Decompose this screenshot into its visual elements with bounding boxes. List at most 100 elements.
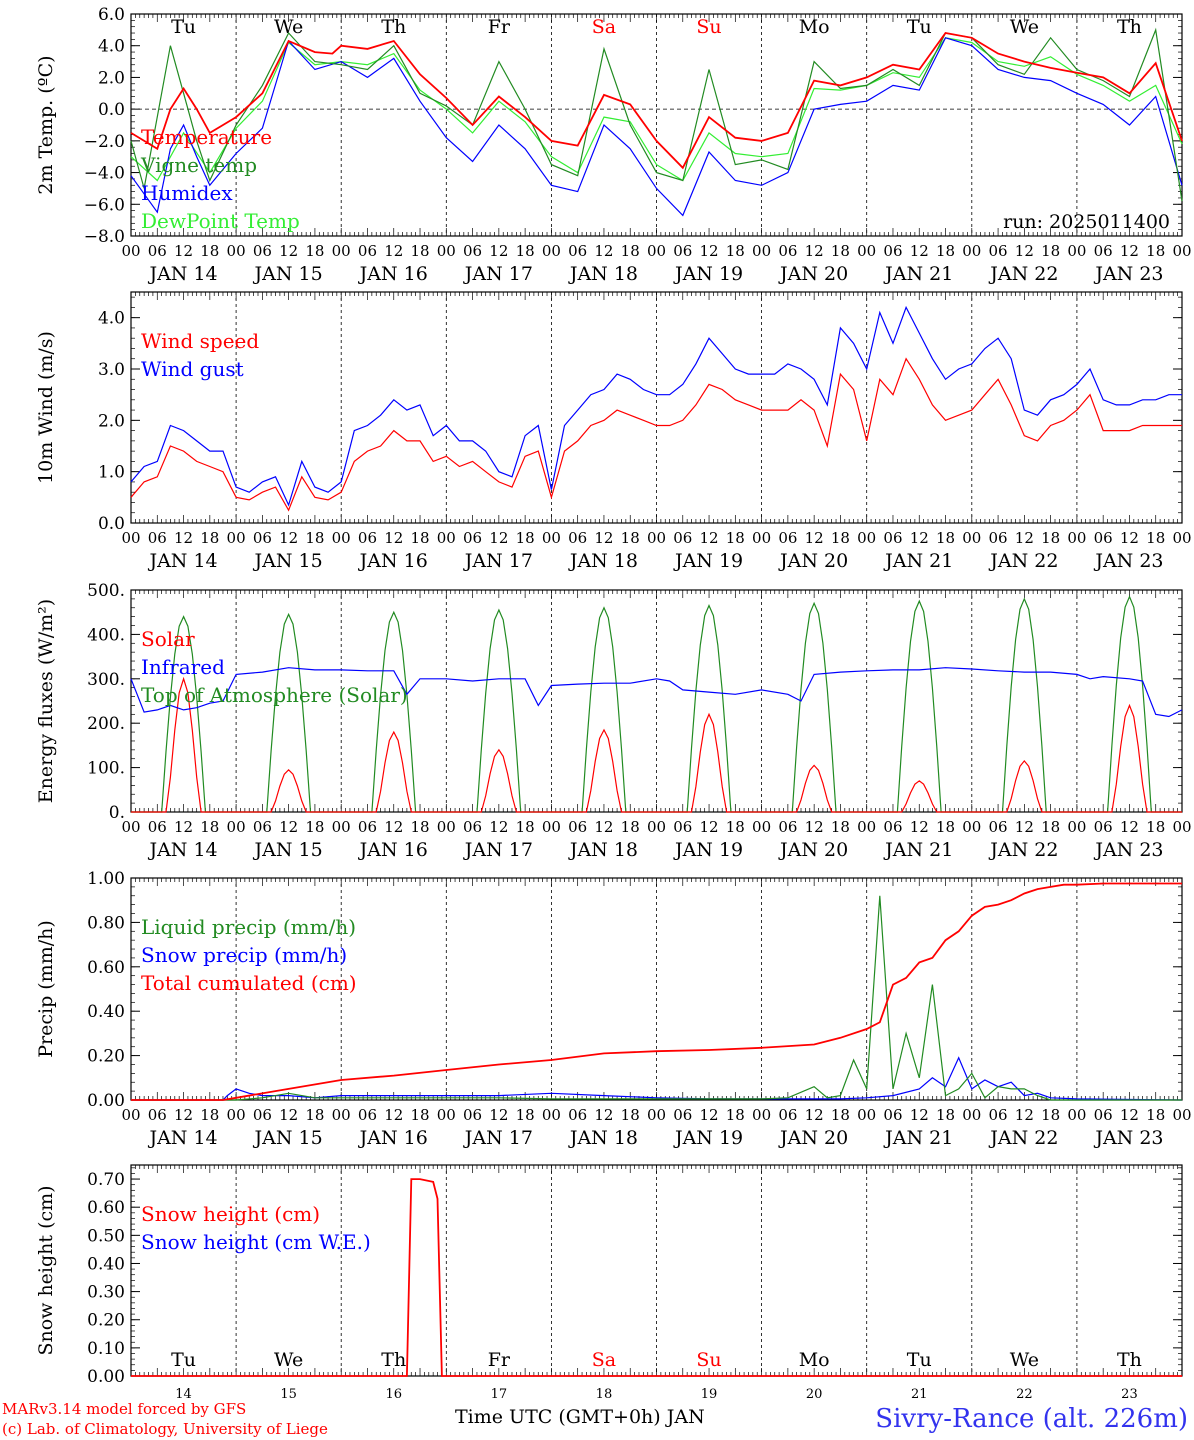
day-label: JAN 16: [358, 550, 428, 572]
day-label: JAN 19: [673, 550, 743, 572]
legend-entry: Wind gust: [141, 357, 244, 381]
y-tick-label: 0.60: [87, 958, 125, 978]
y-tick-label: 0.0: [98, 514, 125, 534]
hour-label: 00: [752, 1106, 771, 1124]
y-tick-label: 0.40: [87, 1002, 125, 1022]
hour-label: 00: [752, 529, 771, 547]
weekday-label: Tu: [171, 16, 196, 38]
day-label: JAN 15: [253, 839, 323, 861]
hour-label: 06: [568, 529, 587, 547]
legend-entry: Snow height (cm): [141, 1202, 320, 1226]
hour-label: 06: [1094, 818, 1113, 836]
hour-label: 00: [962, 818, 981, 836]
y-tick-label: 0.0: [98, 100, 125, 120]
y-tick-label: 4.0: [98, 309, 125, 329]
legend-entry: Top of Atmosphere (Solar): [141, 683, 408, 707]
panel-5: 0.70 0.60 0.50 0.40 0.30 0.20 0.10 0.00 Snow hei…: [35, 1164, 1183, 1402]
day-number: 14: [175, 1387, 192, 1402]
y-tick-label: 100.: [87, 759, 125, 779]
hour-label: 12: [174, 818, 193, 836]
hour-label: 18: [936, 1106, 955, 1124]
hour-label: 00: [437, 818, 456, 836]
y-tick-label: 0.00: [87, 1367, 125, 1387]
hour-label: 00: [121, 529, 140, 547]
hour-label: 00: [857, 529, 876, 547]
day-label: JAN 17: [463, 263, 533, 285]
legend-entry: Total cumulated (cm): [141, 971, 357, 995]
y-tick-label: −8.0: [84, 227, 125, 247]
hour-label: 00: [332, 818, 351, 836]
weekday-label: Th: [381, 1349, 406, 1371]
hour-label: 12: [1120, 529, 1139, 547]
hour-label: 00: [121, 1106, 140, 1124]
weekday-label: Th: [1117, 16, 1142, 38]
day-label: JAN 16: [358, 263, 428, 285]
weekday-label: Th: [381, 16, 406, 38]
hour-label: 12: [910, 242, 929, 260]
hour-label: 18: [1041, 818, 1060, 836]
hour-label: 12: [700, 818, 719, 836]
hour-label: 12: [384, 1106, 403, 1124]
weekday-label: We: [1010, 1349, 1039, 1371]
hour-label: 06: [358, 818, 377, 836]
weekday-label: Th: [1117, 1349, 1142, 1371]
hour-label: 18: [936, 242, 955, 260]
hour-label: 00: [542, 818, 561, 836]
hour-label: 18: [726, 1106, 745, 1124]
y-tick-label: 0.50: [87, 1226, 125, 1246]
hour-label: 06: [463, 529, 482, 547]
hour-label: 06: [989, 818, 1008, 836]
hour-label: 06: [568, 818, 587, 836]
hour-label: 12: [700, 529, 719, 547]
hour-label: 12: [805, 242, 824, 260]
day-label: JAN 23: [1093, 263, 1163, 285]
hour-label: 00: [542, 529, 561, 547]
y-tick-label: 0.40: [87, 1254, 125, 1274]
hour-label: 00: [227, 529, 246, 547]
day-label: JAN 21: [883, 839, 953, 861]
hour-label: 12: [279, 242, 298, 260]
hour-label: 12: [1015, 242, 1034, 260]
hour-label: 00: [227, 1106, 246, 1124]
hour-label: 18: [831, 818, 850, 836]
day-label: JAN 14: [147, 1127, 217, 1149]
hour-label: 12: [594, 1106, 613, 1124]
y-tick-label: 0.00: [87, 1091, 125, 1111]
hour-label: 00: [1172, 529, 1191, 547]
hour-label: 12: [910, 529, 929, 547]
run-annotation: run: 2025011400: [1003, 211, 1170, 233]
day-label: JAN 20: [778, 839, 848, 861]
hour-label: 18: [200, 242, 219, 260]
hour-label: 18: [305, 529, 324, 547]
hour-label: 00: [437, 529, 456, 547]
hour-label: 12: [384, 818, 403, 836]
hour-label: 00: [121, 242, 140, 260]
day-label: JAN 19: [673, 839, 743, 861]
y-axis-label: 10m Wind (m/s): [35, 331, 57, 484]
hour-label: 00: [647, 818, 666, 836]
day-label: JAN 22: [988, 1127, 1058, 1149]
hour-label: 18: [726, 242, 745, 260]
hour-label: 18: [305, 242, 324, 260]
hour-label: 12: [489, 242, 508, 260]
day-label: JAN 18: [568, 550, 638, 572]
hour-label: 00: [647, 242, 666, 260]
hour-label: 12: [805, 818, 824, 836]
hour-label: 00: [752, 818, 771, 836]
hour-label: 06: [148, 242, 167, 260]
hour-label: 18: [621, 529, 640, 547]
hour-label: 12: [174, 1106, 193, 1124]
hour-label: 12: [489, 529, 508, 547]
hour-label: 12: [279, 1106, 298, 1124]
hour-label: 12: [1120, 818, 1139, 836]
hour-label: 06: [778, 1106, 797, 1124]
hour-label: 18: [410, 242, 429, 260]
hour-label: 12: [1120, 242, 1139, 260]
series-line-dewpoint-temp: [130, 37, 1183, 182]
hour-label: 06: [883, 529, 902, 547]
hour-label: 18: [516, 1106, 535, 1124]
y-tick-label: −6.0: [84, 195, 125, 215]
hour-label: 06: [568, 1106, 587, 1124]
hour-label: 00: [332, 529, 351, 547]
